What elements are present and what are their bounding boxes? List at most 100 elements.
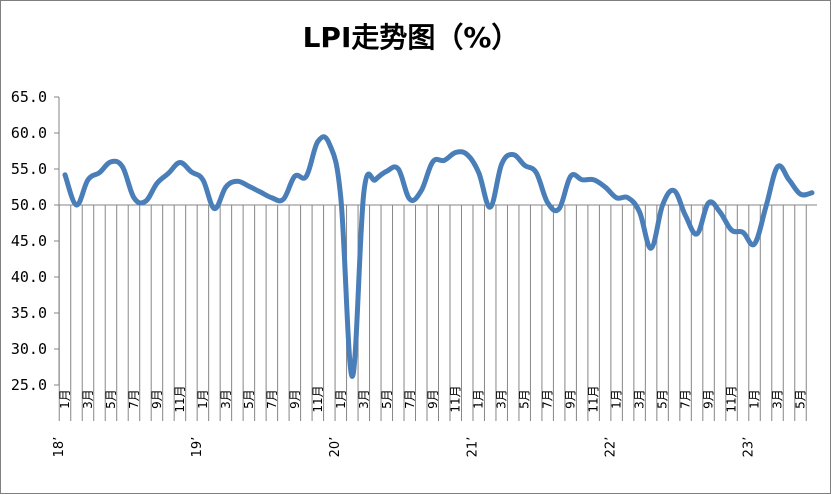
- data-point: [592, 178, 596, 182]
- x-tick-label: 1月: [610, 389, 624, 409]
- data-point: [672, 189, 676, 193]
- data-point: [776, 165, 780, 169]
- data-point: [534, 171, 538, 175]
- x-tick-label: 11月: [449, 385, 463, 412]
- x-tick-label: 5月: [380, 389, 394, 409]
- data-point: [442, 158, 446, 162]
- data-point: [787, 178, 791, 182]
- y-tick-label: 45.0: [11, 232, 47, 250]
- data-point: [224, 185, 228, 189]
- series-line-lpi: [62, 134, 815, 379]
- data-point: [810, 191, 814, 195]
- x-year-label: 18’: [52, 437, 67, 458]
- data-point: [362, 191, 366, 195]
- data-point: [373, 178, 377, 182]
- x-tick-label: 9月: [702, 389, 716, 409]
- x-year-label: 21’: [466, 437, 481, 458]
- data-point: [454, 150, 458, 154]
- data-point: [419, 189, 423, 193]
- data-point: [396, 167, 400, 171]
- x-tick-label: 5月: [242, 389, 256, 409]
- data-point: [270, 196, 274, 200]
- data-point: [143, 199, 147, 203]
- data-point: [580, 178, 584, 182]
- x-year-label: 22’: [604, 437, 619, 458]
- data-point: [431, 160, 435, 164]
- data-point: [350, 374, 354, 378]
- x-tick-label: 9月: [564, 389, 578, 409]
- x-tick-label: 3月: [633, 389, 647, 409]
- data-point: [189, 170, 193, 174]
- x-tick-label: 7月: [403, 389, 417, 409]
- data-point: [247, 184, 251, 188]
- x-tick-label: 7月: [679, 389, 693, 409]
- x-axis: 1月 3月 5月 7月 9月 11月 1月 3月 5月 7月 9月 11月 1月 3月 5月 7月 9月 11月 1…: [52, 204, 817, 458]
- data-point: [695, 232, 699, 236]
- x-tick-label: 3月: [495, 389, 509, 409]
- data-point: [281, 197, 285, 201]
- data-point: [465, 153, 469, 157]
- x-tick-label: 5月: [794, 389, 808, 409]
- data-point: [258, 190, 262, 194]
- x-tick-label: 9月: [426, 389, 440, 409]
- series-layer: [62, 134, 815, 379]
- x-tick-label: 7月: [265, 389, 279, 409]
- x-year-label: 23’: [742, 437, 757, 458]
- chart-title: LPI走势图（%）: [303, 21, 520, 54]
- data-point: [615, 196, 619, 200]
- x-tick-label: 7月: [127, 389, 141, 409]
- y-tick-label: 40.0: [11, 268, 47, 286]
- data-point: [488, 205, 492, 209]
- data-point: [799, 192, 803, 196]
- data-point: [109, 160, 113, 164]
- data-point: [764, 204, 768, 208]
- x-tick-label: 3月: [771, 389, 785, 409]
- y-tick-label: 30.0: [11, 340, 47, 358]
- x-tick-label: 7月: [541, 389, 555, 409]
- data-point: [707, 201, 711, 205]
- data-point: [120, 165, 124, 169]
- x-tick-label: 1月: [58, 389, 72, 409]
- y-tick-label: 35.0: [11, 304, 47, 322]
- data-point: [235, 179, 239, 183]
- data-point: [626, 196, 630, 200]
- x-tick-label: 9月: [150, 389, 164, 409]
- data-point: [649, 246, 653, 250]
- x-tick-label: 9月: [288, 389, 302, 409]
- data-point: [408, 197, 412, 201]
- data-point: [638, 210, 642, 214]
- x-tick-label: 11月: [311, 385, 325, 412]
- x-tick-label: 1月: [334, 389, 348, 409]
- y-tick-label: 60.0: [11, 124, 47, 142]
- data-point: [603, 185, 607, 189]
- data-point: [511, 153, 515, 157]
- data-point: [730, 228, 734, 232]
- y-axis: 25.0 30.0 35.0 40.0 45.0 50.0 55.0 60.0 65.0: [11, 88, 60, 394]
- data-point: [132, 196, 136, 200]
- data-point: [385, 169, 389, 173]
- data-point: [166, 171, 170, 175]
- x-tick-label: 5月: [104, 389, 118, 409]
- data-point: [74, 203, 78, 207]
- x-tick-label: 5月: [656, 389, 670, 409]
- data-point: [661, 203, 665, 207]
- data-point: [557, 207, 561, 211]
- x-year-label: 20’: [328, 437, 343, 458]
- data-point: [477, 171, 481, 175]
- data-point: [304, 174, 308, 178]
- data-point: [178, 161, 182, 165]
- data-point: [63, 173, 67, 177]
- data-point: [339, 196, 343, 200]
- x-tick-label: 3月: [81, 389, 95, 409]
- data-point: [741, 230, 745, 234]
- data-point: [97, 171, 101, 175]
- data-point: [546, 201, 550, 205]
- data-point: [86, 178, 90, 182]
- x-tick-label: 3月: [219, 389, 233, 409]
- x-tick-label: 11月: [587, 385, 601, 412]
- data-point: [155, 181, 159, 185]
- x-tick-label: 11月: [725, 385, 739, 412]
- x-year-label: 19’: [190, 437, 205, 458]
- data-point: [684, 214, 688, 218]
